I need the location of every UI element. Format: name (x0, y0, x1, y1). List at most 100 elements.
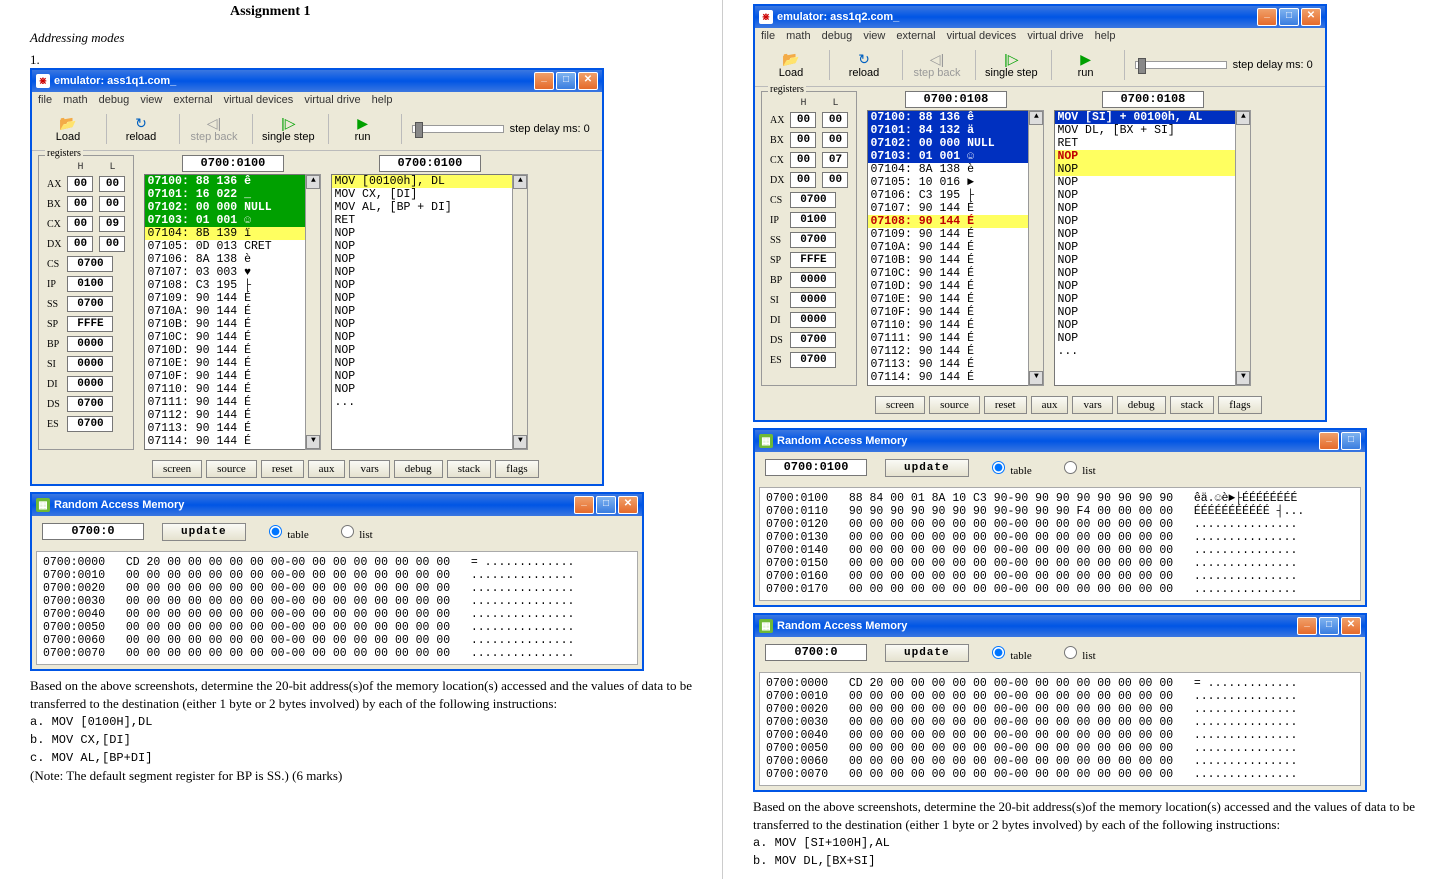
reg-DL[interactable]: 00 (822, 172, 848, 188)
stepback-button[interactable]: ◁|step back (907, 48, 967, 82)
close-button[interactable] (578, 72, 598, 90)
close-button[interactable] (618, 496, 638, 514)
radio-list[interactable]: list (1059, 650, 1096, 662)
code-line[interactable]: NOP (1055, 202, 1235, 215)
code-line[interactable]: NOP (1055, 254, 1235, 267)
reg-BL[interactable]: 00 (822, 132, 848, 148)
code-line[interactable]: 07100: 88 136 ê (868, 111, 1028, 124)
byte-listing[interactable]: 07100: 88 136 ê07101: 84 132 ä07102: 00 … (867, 110, 1029, 386)
aux-button[interactable]: aux (308, 460, 346, 478)
reg-BH[interactable]: 00 (67, 196, 93, 212)
code-line[interactable]: NOP (1055, 319, 1235, 332)
reg-CH[interactable]: 00 (67, 216, 93, 232)
stack-button[interactable]: stack (447, 460, 492, 478)
menu-view[interactable]: view (863, 30, 885, 42)
code-line[interactable]: 0710B: 90 144 É (868, 254, 1028, 267)
menu-help[interactable]: help (1095, 30, 1116, 42)
code-line[interactable]: 07109: 90 144 É (868, 228, 1028, 241)
ram-addr-input[interactable]: 0700:0 (765, 644, 867, 661)
code-line[interactable]: MOV [00100h], DL (332, 175, 512, 188)
code-line[interactable]: 0710D: 90 144 É (868, 280, 1028, 293)
minimize-button[interactable] (534, 72, 554, 90)
update-button[interactable]: update (885, 644, 969, 662)
radio-table[interactable]: table (987, 650, 1032, 662)
reg-SS[interactable]: 0700 (790, 232, 836, 248)
reg-DH[interactable]: 00 (67, 236, 93, 252)
code-line[interactable]: 07109: 90 144 É (145, 292, 305, 305)
code-line[interactable]: NOP (1055, 332, 1235, 345)
reg-DI[interactable]: 0000 (790, 312, 836, 328)
reg-IP[interactable]: 0100 (67, 276, 113, 292)
reg-DH[interactable]: 00 (790, 172, 816, 188)
code-line[interactable]: 07101: 16 022 _ (145, 188, 305, 201)
code-line[interactable]: 07107: 90 144 É (868, 202, 1028, 215)
code-line[interactable]: NOP (332, 318, 512, 331)
screen-button[interactable]: screen (875, 396, 925, 414)
code-line[interactable]: NOP (1055, 176, 1235, 189)
code-line[interactable]: 0710F: 90 144 É (868, 306, 1028, 319)
code-line[interactable]: 07104: 8B 139 ï (145, 227, 305, 240)
source-button[interactable]: source (206, 460, 257, 478)
run-button[interactable]: ▶run (333, 112, 393, 146)
code-line[interactable]: NOP (1055, 306, 1235, 319)
code-line[interactable]: NOP (1055, 163, 1235, 176)
menu-help[interactable]: help (372, 94, 393, 106)
reg-SS[interactable]: 0700 (67, 296, 113, 312)
code-line[interactable]: NOP (1055, 189, 1235, 202)
code-line[interactable]: NOP (332, 331, 512, 344)
code-line[interactable]: 0710E: 90 144 É (145, 357, 305, 370)
minimize-button[interactable] (574, 496, 594, 514)
reset-button[interactable]: reset (261, 460, 304, 478)
code-line[interactable]: 0710A: 90 144 É (868, 241, 1028, 254)
code-line[interactable]: NOP (332, 344, 512, 357)
vars-button[interactable]: vars (1072, 396, 1112, 414)
code-line[interactable]: 07101: 84 132 ä (868, 124, 1028, 137)
code-line[interactable]: MOV CX, [DI] (332, 188, 512, 201)
update-button[interactable]: update (885, 459, 969, 477)
ram-addr-input[interactable]: 0700:0100 (765, 459, 867, 476)
code-line[interactable]: NOP (1055, 241, 1235, 254)
code-line[interactable]: 07108: C3 195 ├ (145, 279, 305, 292)
reg-SI[interactable]: 0000 (67, 356, 113, 372)
stepback-button[interactable]: ◁|step back (184, 112, 244, 146)
code-line[interactable]: NOP (332, 253, 512, 266)
reg-CS[interactable]: 0700 (67, 256, 113, 272)
singlestep-button[interactable]: |▷single step (980, 48, 1043, 82)
code-line[interactable]: 07106: 8A 138 è (145, 253, 305, 266)
code-line[interactable]: NOP (1055, 293, 1235, 306)
maximize-button[interactable] (556, 72, 576, 90)
minimize-button[interactable] (1319, 432, 1339, 450)
code-line[interactable]: 0710D: 90 144 É (145, 344, 305, 357)
reg-AH[interactable]: 00 (67, 176, 93, 192)
code-line[interactable]: 0710A: 90 144 É (145, 305, 305, 318)
flags-button[interactable]: flags (495, 460, 538, 478)
addr-input-left[interactable]: 0700:0100 (182, 155, 284, 172)
load-button[interactable]: 📂Load (761, 48, 821, 82)
update-button[interactable]: update (162, 523, 246, 541)
radio-table[interactable]: table (987, 465, 1032, 477)
reset-button[interactable]: reset (984, 396, 1027, 414)
singlestep-button[interactable]: |▷single step (257, 112, 320, 146)
reg-AH[interactable]: 00 (790, 112, 816, 128)
disasm-listing[interactable]: MOV [00100h], DLMOV CX, [DI]MOV AL, [BP … (331, 174, 513, 450)
delay-slider[interactable] (412, 125, 504, 133)
reg-BL[interactable]: 00 (99, 196, 125, 212)
reg-AL[interactable]: 00 (99, 176, 125, 192)
radio-list[interactable]: list (336, 529, 373, 541)
minimize-button[interactable] (1257, 8, 1277, 26)
code-line[interactable]: 07103: 01 001 ☺ (145, 214, 305, 227)
code-line[interactable]: NOP (332, 227, 512, 240)
code-line[interactable]: 07106: C3 195 ├ (868, 189, 1028, 202)
menu-debug[interactable]: debug (99, 94, 130, 106)
code-line[interactable]: 07103: 01 001 ☺ (868, 150, 1028, 163)
vars-button[interactable]: vars (349, 460, 389, 478)
code-line[interactable]: 07113: 90 144 É (868, 358, 1028, 371)
code-line[interactable]: 07111: 90 144 É (868, 332, 1028, 345)
code-line[interactable]: NOP (332, 383, 512, 396)
code-line[interactable]: 0710B: 90 144 É (145, 318, 305, 331)
reg-CS[interactable]: 0700 (790, 192, 836, 208)
ram-addr-input[interactable]: 0700:0 (42, 523, 144, 540)
code-line[interactable]: NOP (1055, 215, 1235, 228)
reg-DI[interactable]: 0000 (67, 376, 113, 392)
scrollbar[interactable]: ▲▼ (1028, 110, 1044, 386)
